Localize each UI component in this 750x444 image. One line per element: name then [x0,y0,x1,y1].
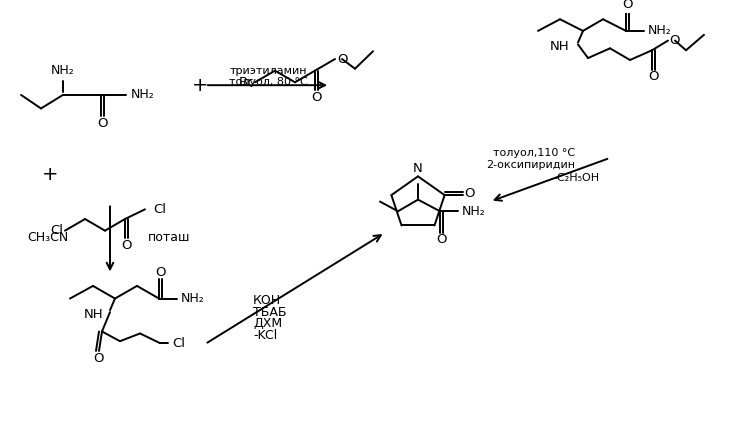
Text: поташ: поташ [148,231,190,244]
Text: Cl: Cl [50,224,63,237]
Text: O: O [337,52,347,66]
Text: +: + [42,165,58,184]
Text: NH: NH [549,40,569,53]
Text: Cl: Cl [172,337,185,349]
Text: NH₂: NH₂ [181,292,205,305]
Text: NH: NH [83,308,103,321]
Text: 2-оксипиридин: 2-оксипиридин [486,160,575,170]
Text: O: O [122,239,132,252]
Text: NH₂: NH₂ [51,64,75,77]
Text: Br: Br [238,76,253,89]
Text: O: O [669,34,680,47]
Text: O: O [93,352,104,365]
Text: O: O [622,0,633,11]
Text: Cl: Cl [153,203,166,216]
Text: O: O [464,187,475,200]
Text: ДХМ: ДХМ [253,317,282,330]
Text: O: O [98,118,108,131]
Text: O: O [155,266,166,279]
Text: NH₂: NH₂ [131,88,154,101]
Text: O: O [436,233,447,246]
Text: N: N [413,162,423,175]
Text: толуол, 80 °C: толуол, 80 °C [229,77,308,87]
Text: толуол,110 °C: толуол,110 °C [493,148,575,158]
Text: +: + [192,75,208,95]
Text: CH₃CN: CH₃CN [27,231,68,244]
Text: ТБАБ: ТБАБ [253,305,286,319]
Text: O: O [311,91,322,104]
Text: -KCl: -KCl [253,329,278,342]
Text: -C₂H₅OH: -C₂H₅OH [554,173,600,183]
Text: NH₂: NH₂ [648,24,672,37]
Text: триэтиламин: триэтиламин [230,66,307,75]
Text: КОН: КОН [253,294,281,307]
Text: NH₂: NH₂ [462,205,486,218]
Text: O: O [648,70,658,83]
